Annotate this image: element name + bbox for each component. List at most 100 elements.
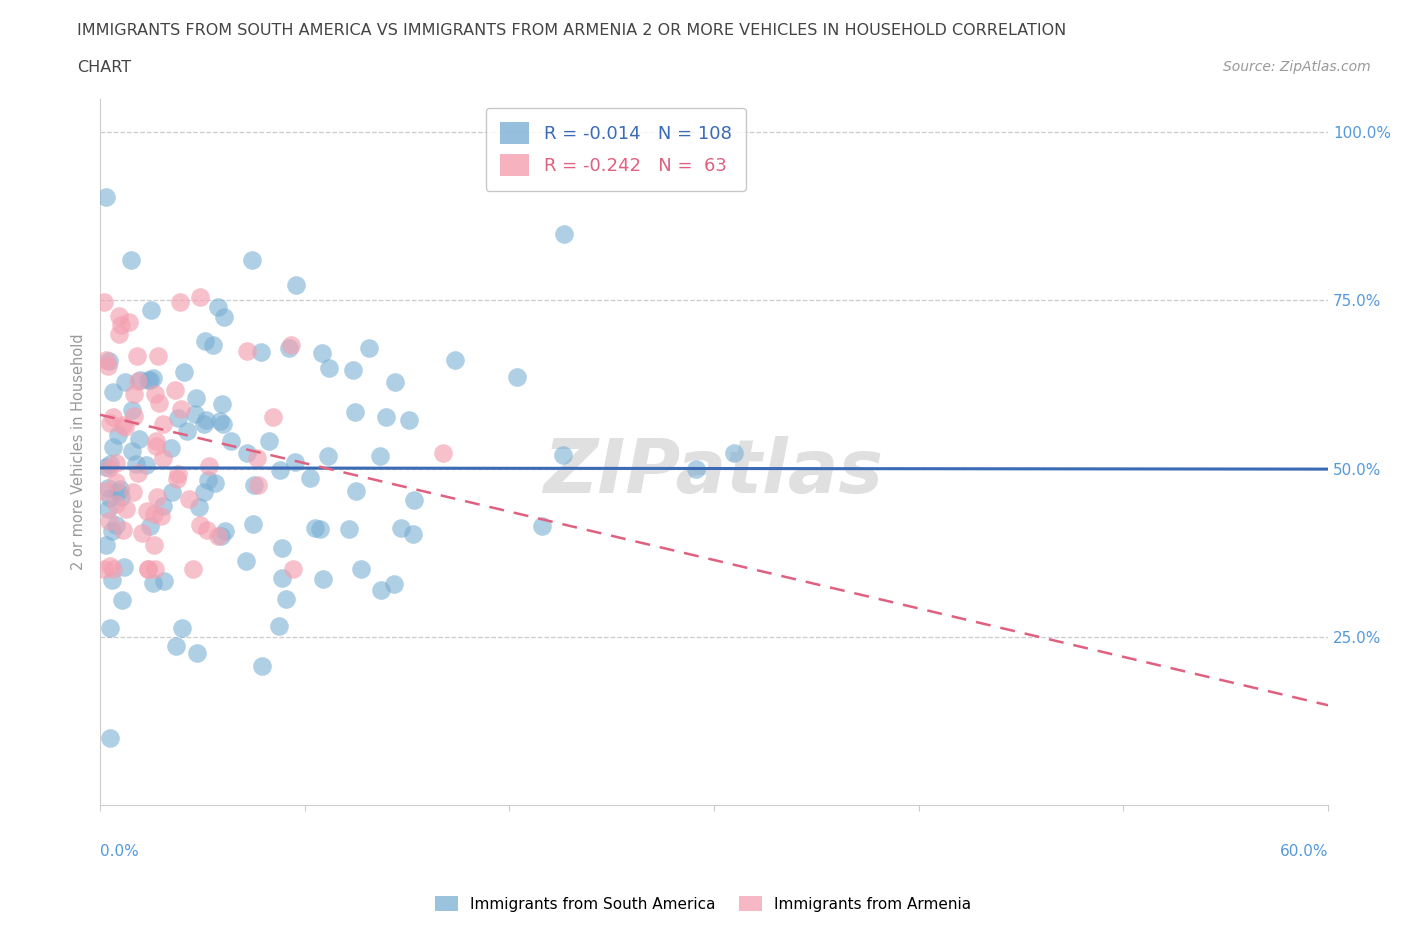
Point (207, 528, 229, 543)
Point (304, 521, 326, 536)
Point (160, 440, 183, 455)
Point (98, 353, 121, 368)
Point (93, 484, 115, 498)
Point (167, 467, 190, 482)
Point (94, 352, 117, 367)
Point (280, 337, 302, 352)
Point (207, 299, 229, 314)
Point (111, 592, 134, 607)
Point (177, 491, 200, 506)
Point (197, 472, 219, 487)
Point (283, 562, 305, 577)
Point (398, 412, 420, 427)
Point (148, 395, 170, 410)
Point (120, 252, 142, 267)
Point (145, 439, 167, 454)
Point (101, 385, 124, 400)
Point (121, 403, 143, 418)
Point (97, 481, 120, 496)
Point (375, 410, 398, 425)
Point (163, 382, 186, 397)
Point (136, 562, 159, 577)
Point (384, 374, 406, 389)
Legend: Immigrants from South America, Immigrants from Armenia: Immigrants from South America, Immigrant… (429, 889, 977, 918)
Point (194, 334, 217, 349)
Point (135, 458, 157, 472)
Point (98, 416, 121, 431)
Point (276, 591, 298, 606)
Text: ZIPatlas: ZIPatlas (544, 436, 884, 510)
Point (204, 475, 226, 490)
Point (551, 447, 574, 462)
Point (311, 346, 333, 361)
Point (118, 314, 141, 329)
Point (112, 523, 135, 538)
Point (235, 553, 257, 568)
Point (389, 521, 412, 536)
Point (181, 562, 204, 577)
Text: Source: ZipAtlas.com: Source: ZipAtlas.com (1223, 60, 1371, 74)
Point (284, 455, 307, 470)
Point (309, 522, 332, 537)
Point (219, 434, 242, 449)
Point (143, 386, 166, 401)
Text: 0.0%: 0.0% (100, 844, 139, 858)
Point (247, 478, 270, 493)
Point (107, 485, 129, 499)
Point (97, 460, 120, 475)
Point (162, 485, 184, 499)
Point (114, 420, 136, 435)
Point (212, 309, 235, 324)
Point (444, 352, 467, 367)
Point (316, 448, 339, 463)
Point (250, 344, 273, 359)
Point (108, 482, 131, 497)
Point (104, 456, 127, 471)
Point (169, 294, 191, 309)
Point (125, 457, 148, 472)
Point (187, 499, 209, 514)
Point (342, 363, 364, 378)
Point (184, 391, 207, 405)
Point (149, 509, 172, 524)
Point (104, 474, 127, 489)
Point (277, 340, 299, 355)
Point (201, 338, 224, 352)
Point (101, 440, 124, 455)
Point (370, 583, 392, 598)
Point (122, 485, 145, 499)
Point (105, 517, 128, 532)
Point (240, 253, 263, 268)
Point (101, 562, 124, 577)
Point (382, 577, 405, 591)
Point (96, 538, 118, 552)
Point (173, 365, 195, 379)
Point (270, 540, 292, 555)
Text: CHART: CHART (77, 60, 131, 75)
Point (110, 318, 132, 333)
Point (188, 289, 211, 304)
Point (152, 450, 174, 465)
Point (101, 409, 124, 424)
Point (188, 517, 211, 532)
Point (318, 361, 340, 376)
Point (209, 528, 232, 543)
Point (243, 478, 266, 493)
Point (193, 417, 215, 432)
Point (312, 571, 335, 586)
Point (212, 417, 235, 432)
Point (127, 349, 149, 364)
Point (124, 386, 146, 401)
Point (211, 396, 233, 411)
Point (402, 493, 425, 508)
Legend: R = -0.014   N = 108, R = -0.242   N =  63: R = -0.014 N = 108, R = -0.242 N = 63 (486, 108, 747, 191)
Point (531, 519, 554, 534)
Point (121, 444, 143, 458)
Point (142, 576, 165, 591)
Point (143, 538, 166, 552)
Point (105, 497, 128, 512)
Point (284, 277, 307, 292)
Point (101, 572, 124, 587)
Point (195, 522, 218, 537)
Point (242, 516, 264, 531)
